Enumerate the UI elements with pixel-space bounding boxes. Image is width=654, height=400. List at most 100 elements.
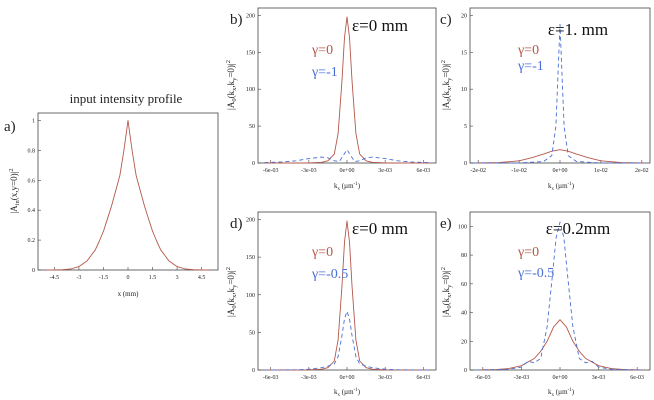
legend-entry-e-1: γ=-0.5: [517, 266, 554, 281]
panel-d: -6e-03 -3e-03 0e+00 3e-03 6e-03 0 50 100 150 200d…: [225, 211, 437, 398]
panel-label-b: b): [230, 12, 243, 28]
y-tick-label-b: 100: [246, 87, 255, 93]
legend-entry-c-1: γ=-1: [517, 59, 544, 74]
plot-frame-d: [257, 211, 437, 371]
x-tick-label-c: 1e-02: [594, 168, 608, 174]
legend-entry-b-0: γ=0: [311, 43, 333, 58]
series-line-d-0: [264, 220, 430, 371]
x-tick-label-a: 0: [127, 275, 130, 281]
x-tick-label-a: 4.5: [198, 275, 206, 281]
x-tick-label-b: 0e+00: [339, 168, 354, 174]
y-tick-label-a: 0.8: [28, 148, 36, 154]
panel-e: -6e-03 -3e-03 0e+00 3e-03 6e-03 0 20 40 60 80 100 e…: [440, 211, 651, 398]
x-tick-label-e: 3e-03: [592, 375, 606, 381]
chart-title-a: input intensity profile: [70, 91, 183, 106]
series-line-d-1: [264, 310, 430, 371]
x-tick-label-b: 6e-03: [416, 168, 430, 174]
legend-entry-d-1: γ=-0.5: [311, 267, 348, 282]
y-tick-label-d: 50: [249, 330, 255, 336]
y-tick-label-e: 100: [458, 224, 467, 230]
x-tick-label-a: -4.5: [50, 275, 60, 281]
y-tick-label-d: 150: [246, 255, 255, 261]
panel-label-c: c): [440, 12, 452, 28]
annotation-c: ε=1. mm: [548, 20, 608, 39]
y-tick-label-d: 200: [246, 218, 255, 224]
legend-entry-e-0: γ=0: [517, 245, 539, 260]
y-tick-label-e: 20: [461, 339, 467, 345]
y-tick-label-c: 0: [464, 161, 467, 167]
y-tick-label-b: 200: [246, 13, 255, 19]
plot-frame-a: [37, 112, 219, 271]
y-tick-label-a: 0.6: [28, 178, 36, 184]
series-line-e-1: [476, 221, 644, 371]
series-line-a-0: [46, 120, 210, 271]
legend-entry-c-0: γ=0: [517, 43, 539, 58]
y-axis-label-c: |A0(kx,ky=0)|2: [440, 60, 453, 110]
y-axis-label-d: |A0(kx,ky=0)|2: [225, 267, 238, 317]
y-tick-label-c: 20: [461, 13, 467, 19]
y-tick-label-a: 0.2: [28, 238, 36, 244]
x-tick-label-c: 2e-02: [635, 168, 649, 174]
legend-entry-d-0: γ=0: [311, 245, 333, 260]
y-tick-label-d: 0: [252, 368, 255, 374]
annotation-e: ε=0.2mm: [546, 219, 610, 238]
x-tick-label-d: 0e+00: [339, 375, 354, 381]
x-tick-label-e: 0e+00: [552, 375, 567, 381]
panel-label-d: d): [230, 216, 243, 232]
panel-a: -4.5 -3 -1.5 0 1.5 3 4.5 0 0.2 0.4 0.6 0.8 1 a) input …: [4, 91, 219, 298]
y-tick-label-e: 80: [461, 253, 467, 259]
x-axis-label-e: kx (µm-1): [548, 388, 575, 398]
legend-entry-b-1: γ=-1: [311, 65, 338, 80]
y-tick-label-d: 100: [246, 293, 255, 299]
x-tick-label-d: -6e-03: [263, 375, 279, 381]
x-tick-label-a: 3: [176, 275, 179, 281]
y-axis-label-a: |Ain(x,y=0)|2: [8, 168, 21, 213]
x-tick-label-a: -1.5: [99, 275, 109, 281]
y-tick-label-b: 0: [252, 161, 255, 167]
y-tick-label-a: 0: [32, 268, 35, 274]
y-tick-label-e: 0: [464, 368, 467, 374]
y-tick-label-e: 60: [461, 282, 467, 288]
panel-label-e: e): [440, 216, 452, 232]
panel-b: -6e-03 -3e-03 0e+00 3e-03 6e-03 0 50 100 150 200b…: [225, 7, 437, 192]
x-tick-label-e: 6e-03: [630, 375, 644, 381]
series-line-b-0: [264, 16, 430, 164]
y-tick-label-c: 10: [461, 87, 467, 93]
series-line-b-1: [264, 149, 430, 164]
series-line-c-1: [474, 23, 646, 164]
y-tick-label-c: 5: [464, 124, 467, 130]
x-tick-label-d: 3e-03: [378, 375, 392, 381]
y-tick-label-b: 50: [249, 124, 255, 130]
x-axis-label-a: x (mm): [118, 290, 139, 298]
x-tick-label-e: -6e-03: [475, 375, 491, 381]
y-axis-label-e: |A0(kx,ky=0)|2: [440, 267, 453, 317]
x-axis-label-c: kx (µm-1): [548, 182, 575, 192]
series-line-c-0: [474, 149, 646, 164]
x-tick-label-c: 0e+00: [552, 168, 567, 174]
y-tick-label-b: 150: [246, 50, 255, 56]
y-tick-label-e: 40: [461, 311, 467, 317]
y-tick-label-c: 15: [461, 50, 467, 56]
x-tick-label-b: -6e-03: [263, 168, 279, 174]
y-axis-label-b: |A0(kx,ky=0)|2: [225, 60, 238, 110]
panels: -4.5 -3 -1.5 0 1.5 3 4.5 0 0.2 0.4 0.6 0.8 1 a) input …: [4, 7, 651, 398]
x-tick-label-a: 1.5: [149, 275, 157, 281]
annotation-d: ε=0 mm: [352, 219, 408, 238]
x-tick-label-e: -3e-03: [514, 375, 530, 381]
x-tick-label-b: -3e-03: [301, 168, 317, 174]
x-tick-label-c: -1e-02: [511, 168, 527, 174]
x-axis-label-d: kx (µm-1): [334, 388, 361, 398]
x-tick-label-b: 3e-03: [378, 168, 392, 174]
plot-frame-b: [257, 7, 437, 164]
annotation-b: ε=0 mm: [352, 16, 408, 35]
y-tick-label-a: 1: [32, 118, 35, 124]
x-tick-label-a: -3: [76, 275, 81, 281]
y-tick-label-a: 0.4: [28, 208, 36, 214]
x-tick-label-d: -3e-03: [301, 375, 317, 381]
x-axis-label-b: kx (µm-1): [334, 182, 361, 192]
panel-label-a: a): [4, 119, 16, 135]
x-tick-label-c: -2e-02: [470, 168, 486, 174]
series-line-e-0: [476, 319, 644, 371]
x-tick-label-d: 6e-03: [416, 375, 430, 381]
